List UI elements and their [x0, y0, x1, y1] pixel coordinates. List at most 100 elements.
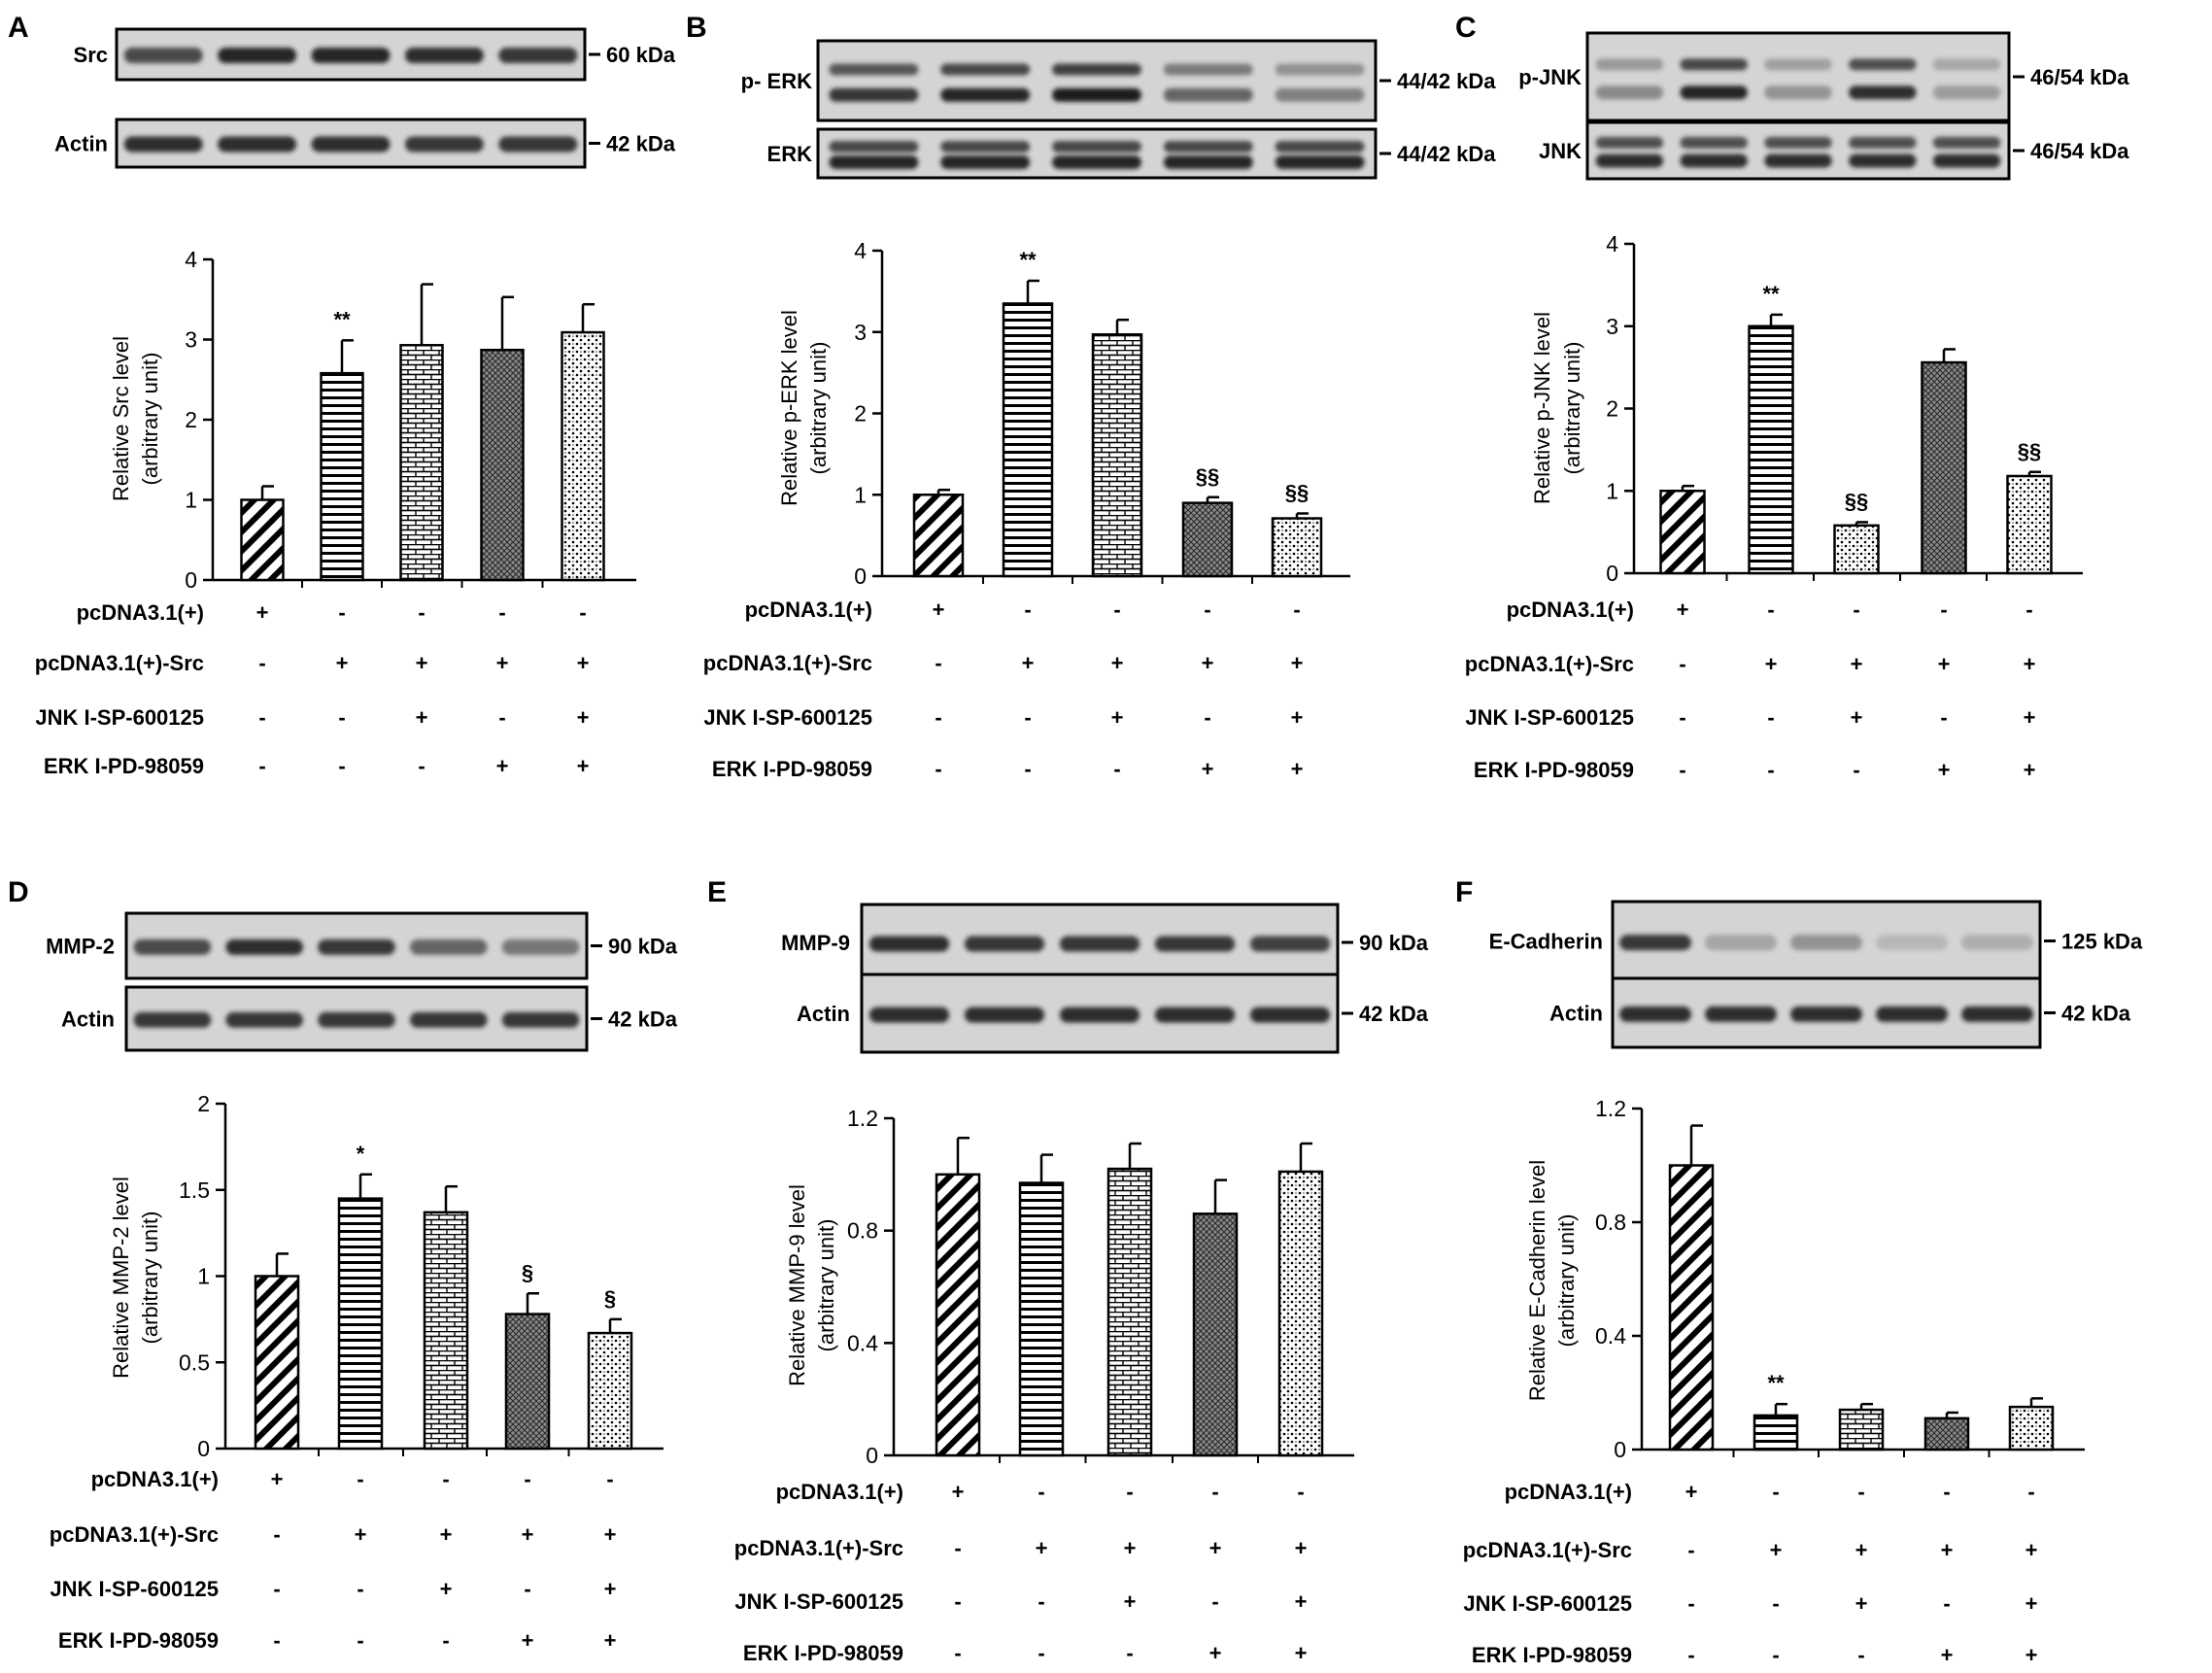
y-axis-label-unit: (arbitrary unit): [1560, 342, 1584, 475]
y-tick-label: 3: [1606, 314, 1618, 339]
blot-band: [318, 939, 395, 955]
treatment-sign: +: [1202, 651, 1214, 675]
treatment-sign: +: [577, 754, 590, 778]
treatment-sign: +: [522, 1522, 534, 1547]
treatment-sign: +: [355, 1522, 367, 1547]
blot-band: [218, 136, 297, 153]
treatment-sign: -: [1772, 1643, 1779, 1667]
treatment-sign: -: [1211, 1589, 1218, 1614]
blot-band: [1680, 154, 1748, 168]
treatment-sign: -: [579, 600, 586, 625]
treatment-row-label: JNK I-SP-600125: [1465, 705, 1634, 730]
significance-label: §§: [1285, 481, 1309, 505]
treatment-row-label: pcDNA3.1(+): [776, 1480, 903, 1504]
blot-band: [1932, 154, 2001, 168]
bar-chart: 0 1 2 3 4 Relative p-JNK level (arbitrary unit…: [1465, 231, 2083, 782]
bar: [337, 1197, 384, 1451]
treatment-sign: -: [2027, 1480, 2034, 1504]
y-tick-label: 2: [185, 407, 197, 432]
blot-band: [1680, 85, 1748, 100]
bar-chart: 0 1 2 3 4 Relative p-ERK level (arbitrary unit…: [703, 238, 1350, 781]
treatment-sign: -: [935, 651, 941, 675]
treatment-sign: -: [1767, 598, 1774, 622]
blot-band: [1961, 935, 2033, 951]
treatment-sign: -: [1772, 1480, 1779, 1504]
treatment-sign: +: [2024, 652, 2036, 676]
blot-band: [501, 1011, 580, 1028]
blot-band: [1849, 58, 1917, 71]
treatment-sign: +: [604, 1628, 617, 1653]
treatment-sign: +: [496, 754, 509, 778]
treatment-sign: +: [933, 598, 945, 622]
treatment-sign: +: [604, 1577, 617, 1601]
blot-band: [1764, 154, 1832, 168]
blot-band: [1705, 935, 1777, 951]
treatment-row-label: pcDNA3.1(+)-Src: [734, 1536, 903, 1560]
treatment-sign: -: [418, 600, 425, 625]
panel-letter: A: [8, 12, 29, 44]
treatment-sign: +: [256, 600, 269, 625]
treatment-sign: +: [336, 651, 349, 675]
treatment-row-label: pcDNA3.1(+)-Src: [35, 651, 204, 675]
treatment-sign: +: [577, 651, 590, 675]
blot-band: [1059, 936, 1140, 952]
y-tick-label: 1.2: [1595, 1096, 1626, 1121]
blot-band: [964, 936, 1045, 952]
treatment-sign: +: [1677, 598, 1689, 622]
treatment-sign: +: [440, 1522, 453, 1547]
y-axis-label: Relative MMP-9 level: [785, 1184, 809, 1386]
blot-band: [1680, 58, 1748, 71]
treatment-sign: -: [1687, 1591, 1694, 1616]
blot-band: [1764, 85, 1832, 100]
bar: [1833, 524, 1880, 575]
significance-label: §: [604, 1286, 616, 1311]
blot-band: [1163, 155, 1253, 169]
blot-band: [409, 1011, 488, 1028]
treatment-sign: -: [1038, 1641, 1044, 1665]
blot-band: [1163, 141, 1253, 153]
y-axis-label: Relative Src level: [109, 336, 133, 501]
panel-f: F E-Cadherin 125 kDa Actin 42 kDa 0 0.4 0.8 1.2 R…: [1455, 876, 2143, 1667]
blot-band: [1619, 1006, 1691, 1022]
blot-band: [123, 136, 203, 153]
treatment-sign: -: [1204, 705, 1210, 730]
bar: [1277, 1170, 1324, 1457]
y-axis-label-unit: (arbitrary unit): [806, 342, 831, 475]
blot-band: [1154, 1007, 1236, 1023]
y-tick-label: 1: [197, 1264, 210, 1289]
blot-label: Src: [74, 43, 108, 67]
treatment-sign: +: [1209, 1641, 1222, 1665]
blot-band: [1705, 1006, 1777, 1022]
y-tick-label: 1: [854, 482, 867, 507]
treatment-row-label: pcDNA3.1(+): [1507, 598, 1634, 622]
blot-band: [1163, 63, 1253, 76]
bar: [1753, 1414, 1799, 1451]
treatment-sign: -: [1943, 1480, 1950, 1504]
treatment-sign: -: [1679, 705, 1685, 730]
treatment-sign: +: [416, 651, 428, 675]
treatment-row-label: ERK I-PD-98059: [1472, 1643, 1632, 1667]
blot-frame: [1585, 120, 2011, 181]
blot-band: [1052, 87, 1141, 102]
bar-chart: 0 0.4 0.8 1.2 Relative E-Cadherin level (arbi…: [1463, 1096, 2085, 1667]
blot-band: [1275, 87, 1365, 102]
treatment-row-label: ERK I-PD-98059: [743, 1641, 903, 1665]
blot-frame: [816, 39, 1378, 122]
y-tick-label: 0.4: [1595, 1323, 1626, 1349]
treatment-sign: +: [522, 1628, 534, 1653]
blot-band: [1163, 87, 1253, 102]
blot-label: MMP-9: [781, 931, 850, 955]
treatment-sign: -: [1293, 598, 1300, 622]
blot-band: [1595, 154, 1664, 168]
blot-band: [1052, 155, 1141, 169]
treatment-row-label: ERK I-PD-98059: [44, 754, 204, 778]
treatment-sign: -: [1943, 1591, 1950, 1616]
blot-band: [1876, 1006, 1948, 1022]
bar: [561, 330, 605, 582]
y-tick-label: 2: [197, 1091, 210, 1116]
treatment-sign: +: [1036, 1536, 1048, 1560]
blot-band: [829, 87, 919, 102]
treatment-sign: -: [1772, 1591, 1779, 1616]
treatment-sign: +: [1941, 1643, 1954, 1667]
blot-band: [940, 87, 1031, 102]
